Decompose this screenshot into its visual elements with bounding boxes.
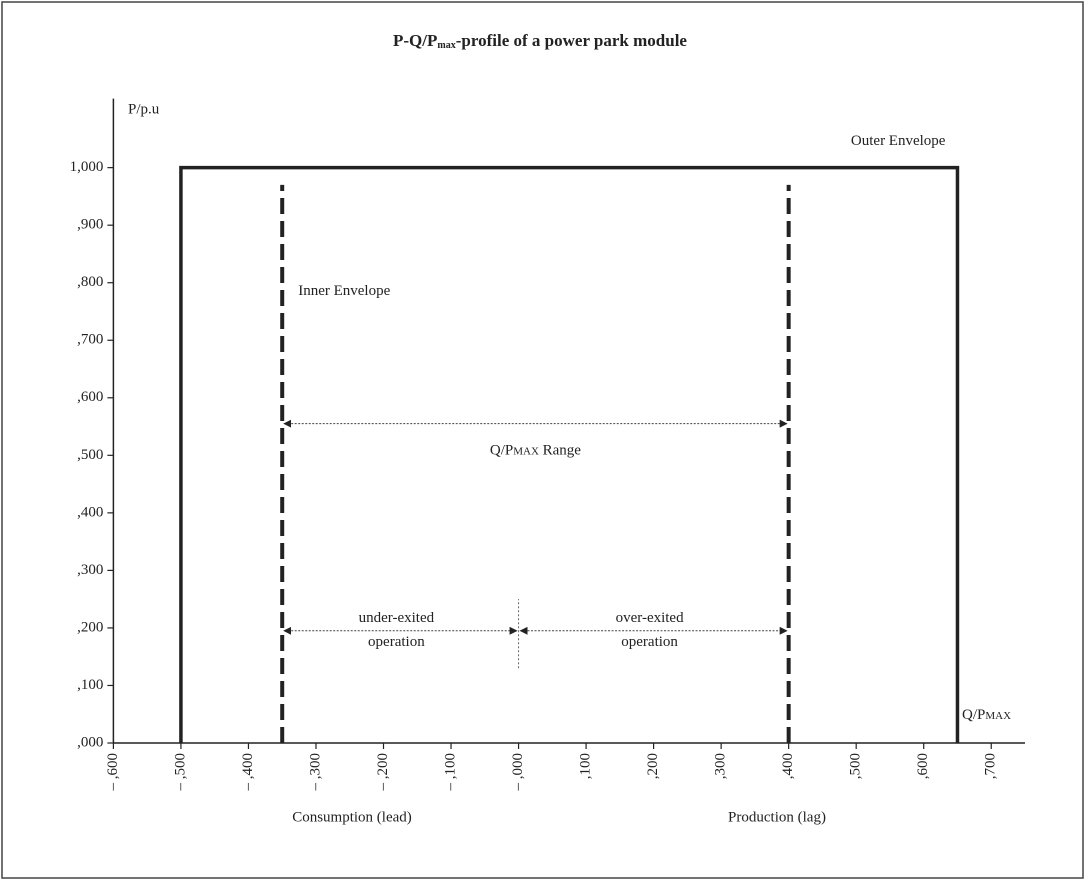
y-tick-label: ,000 (77, 734, 103, 750)
x-tick-label: – ,300 (307, 753, 323, 792)
y-tick-label: ,200 (77, 619, 103, 635)
y-tick-label: ,100 (77, 677, 103, 693)
y-tick-label: ,600 (77, 389, 103, 405)
y-tick-label: 1,000 (70, 159, 104, 175)
label-part: Range (539, 443, 581, 459)
series-line (280, 184, 791, 743)
x-tick-label: – ,000 (510, 753, 526, 792)
x-tick-label: ,700 (983, 753, 999, 779)
label-part: Q/P (490, 443, 513, 459)
series-label: Outer Envelope (851, 133, 946, 149)
x-axis-label: Q/PMAX (962, 707, 1011, 723)
x-tick-label: – ,200 (375, 753, 391, 792)
x-tick-label: – ,500 (172, 753, 188, 792)
arrow-label: operation (621, 634, 678, 650)
arrow-label: over-exited (616, 610, 684, 626)
arrow-label: Q/PMAX Range (490, 443, 581, 459)
annotation: Production (lag) (728, 809, 826, 825)
y-tick-label: ,500 (77, 447, 103, 463)
x-tick-label: ,600 (915, 753, 931, 779)
x-tick-label: ,500 (848, 753, 864, 779)
x-tick-label: – ,400 (240, 753, 256, 792)
chart-title: P-Q/Pmax-profile of a power park module (393, 31, 687, 51)
arrow-label: under-exited (359, 610, 435, 626)
x-tick-label: ,200 (645, 753, 661, 779)
arrow-label: operation (368, 634, 425, 650)
y-tick-label: ,300 (77, 562, 103, 578)
series-label: Inner Envelope (298, 283, 390, 299)
x-tick-label: ,300 (713, 753, 729, 779)
y-tick-label: ,400 (77, 504, 103, 520)
y-tick-label: ,700 (77, 332, 103, 348)
x-tick-label: ,400 (780, 753, 796, 779)
y-tick-label: ,900 (77, 217, 103, 233)
annotation: Consumption (lead) (292, 809, 412, 825)
series-line (179, 165, 960, 743)
y-axis-label: P/p.u (128, 101, 160, 117)
y-tick-label: ,800 (77, 274, 103, 290)
x-tick-label: – ,600 (105, 753, 121, 792)
x-tick-label: ,100 (578, 753, 594, 779)
x-tick-label: – ,100 (442, 753, 458, 792)
label-part: MAX (513, 445, 539, 457)
